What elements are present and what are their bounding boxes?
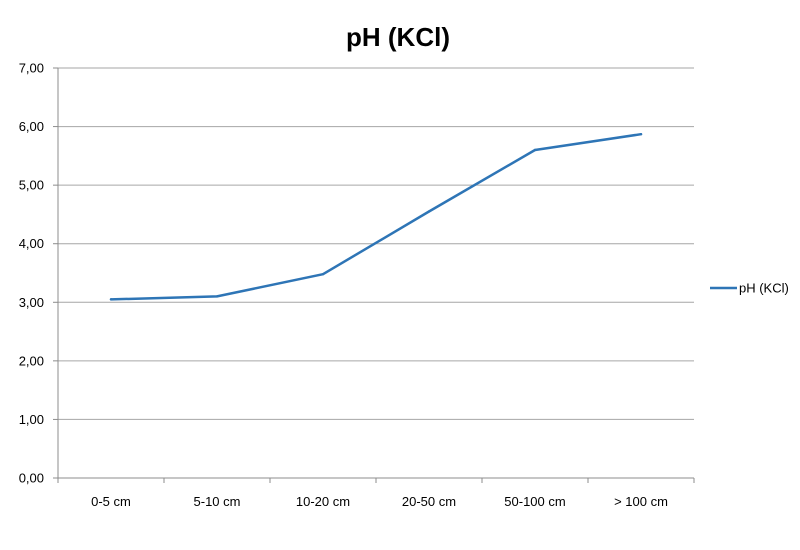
x-tick-label: > 100 cm — [614, 494, 668, 509]
y-tick-label: 7,00 — [19, 61, 44, 76]
x-tick-label: 20-50 cm — [402, 494, 456, 509]
gridlines — [58, 67, 694, 420]
legend-label: pH (KCl) — [739, 281, 789, 296]
series-line-0 — [109, 132, 643, 301]
x-tick-label: 5-10 cm — [194, 494, 241, 509]
legend: pH (KCl) — [710, 281, 789, 296]
x-axis-tick-labels: 0-5 cm 5-10 cm 10-20 cm 20-50 cm 50-100 cm > … — [57, 478, 695, 509]
y-tick-label: 2,00 — [19, 353, 44, 368]
y-tick-label: 1,00 — [19, 412, 44, 427]
data-point — [109, 298, 113, 301]
x-tick-label: 0-5 cm — [91, 494, 131, 509]
data-point — [321, 272, 325, 276]
y-tick-label: 6,00 — [19, 119, 44, 134]
chart-title: pH (KCl) — [346, 22, 450, 52]
data-point — [427, 210, 431, 213]
y-tick-label: 0,00 — [19, 471, 44, 486]
y-axis-tick-labels: 0,00 1,00 2,00 3,00 4,00 5,00 6,00 7,00 — [19, 61, 58, 486]
y-tick-label: 4,00 — [19, 236, 44, 251]
data-point — [215, 295, 219, 298]
y-tick-label: 5,00 — [19, 178, 44, 193]
data-point — [639, 132, 643, 136]
data-point — [533, 148, 537, 152]
axes — [57, 68, 694, 479]
x-tick-label: 10-20 cm — [296, 494, 350, 509]
series-layer — [109, 132, 643, 301]
x-tick-label: 50-100 cm — [504, 494, 565, 509]
y-tick-label: 3,00 — [19, 295, 44, 310]
